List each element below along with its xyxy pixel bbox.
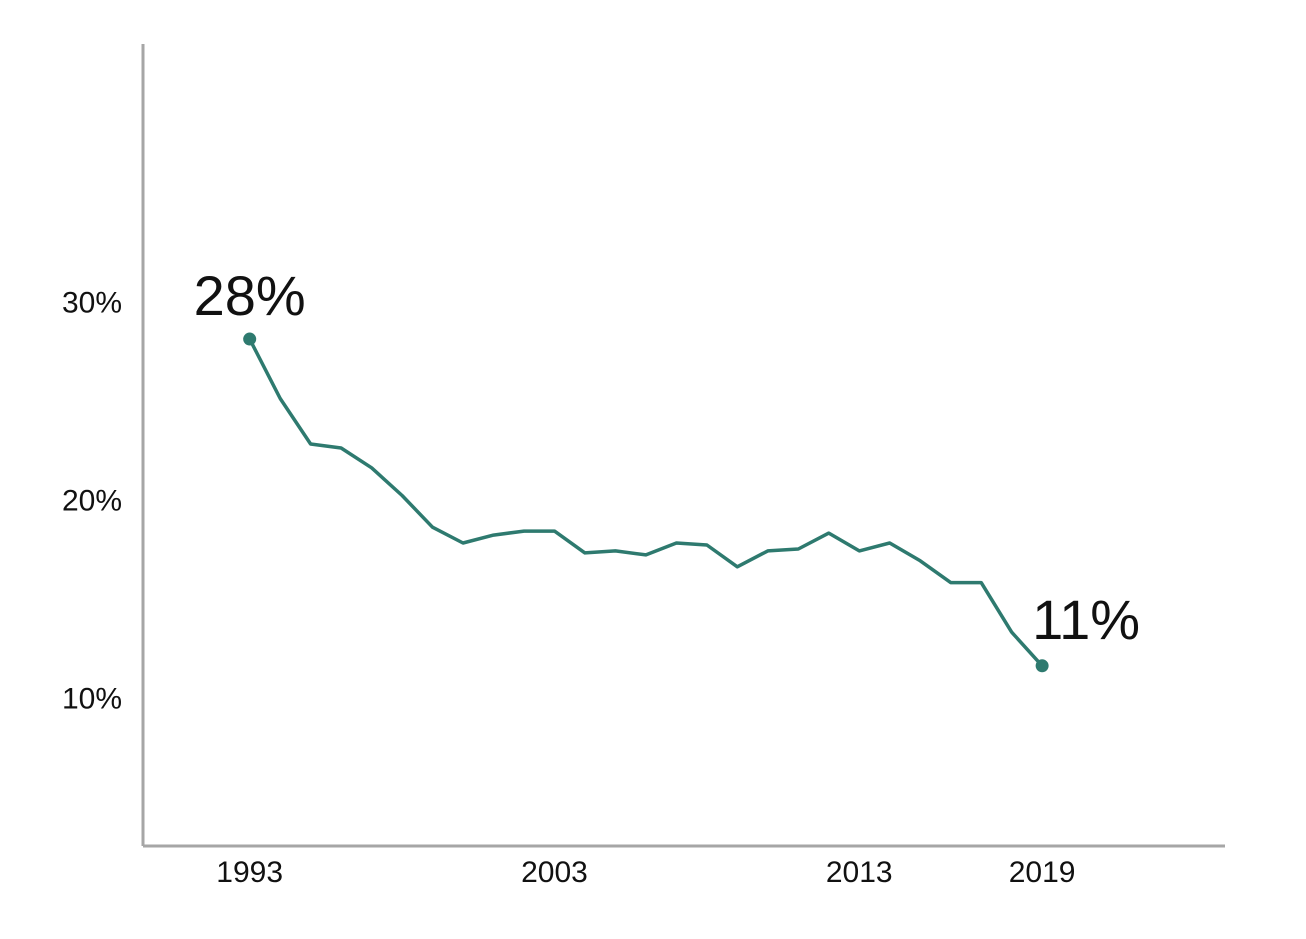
data-label: 28% — [194, 264, 306, 327]
x-tick-label: 1993 — [216, 856, 283, 889]
y-tick-label: 30% — [62, 286, 122, 319]
y-tick-labels: 10% 20% 30% — [62, 286, 122, 715]
x-tick-labels: 1993 2003 2013 2019 — [216, 856, 1075, 889]
y-tick-label: 10% — [62, 682, 122, 715]
x-tick-label: 2013 — [826, 856, 893, 889]
series-layer — [247, 337, 1044, 668]
data-point-marker — [1035, 659, 1049, 673]
data-label: 11% — [1032, 588, 1140, 651]
y-tick-label: 20% — [62, 484, 122, 517]
x-tick-label: 2003 — [521, 856, 588, 889]
x-tick-label: 2019 — [1009, 856, 1076, 889]
series-line — [247, 337, 1044, 668]
data-point-marker — [243, 332, 257, 346]
annotation-layer: 28% 11% — [194, 264, 1140, 673]
